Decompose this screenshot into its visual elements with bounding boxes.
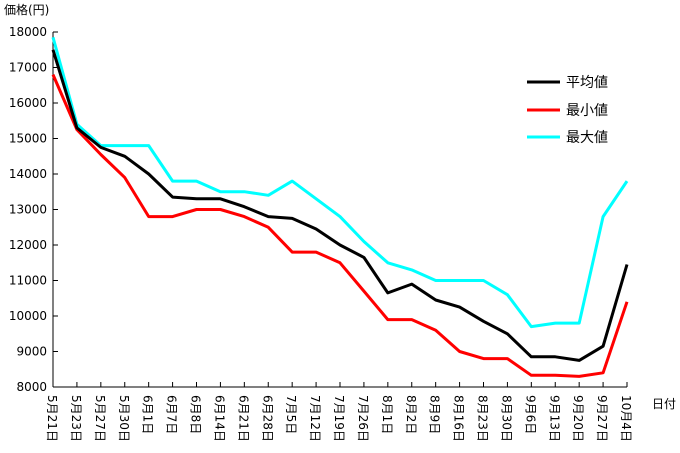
y-tick-label: 12000 [9, 238, 47, 252]
x-tick-label: 8月23日 [476, 395, 490, 442]
x-tick-label: 6月7日 [165, 395, 179, 434]
x-tick-label: 9月13日 [547, 395, 561, 442]
x-axis: 5月21日 5月23日 5月27日 5月30日 6月1日 6月7日 6月8日 6月14日 6月2… [45, 382, 633, 442]
x-tick-label: 8月30日 [499, 395, 513, 442]
legend-label-3: 最大値 [566, 130, 608, 146]
x-tick-label: 6月8日 [189, 395, 203, 434]
y-axis-title: 価格(円) [4, 2, 49, 17]
legend-label-2: 最小値 [566, 103, 608, 119]
series-line-2 [51, 74, 629, 378]
x-tick-label: 7月19日 [332, 395, 346, 442]
y-tick-label: 8000 [16, 380, 47, 394]
x-tick-label: 8月9日 [428, 395, 442, 434]
y-axis: 8000 9000 10000 11000 12000 13000 14000 15000 16… [9, 25, 58, 394]
series-lines [51, 36, 629, 378]
x-tick-label: 7月26日 [356, 395, 370, 442]
y-tick-label: 15000 [9, 132, 47, 146]
x-tick-label: 10月4日 [619, 395, 633, 442]
x-tick-label: 5月23日 [69, 395, 83, 442]
y-tick-label: 18000 [9, 25, 47, 39]
x-tick-label: 8月2日 [404, 395, 418, 434]
y-tick-label: 14000 [9, 167, 47, 181]
series-line-3 [51, 36, 629, 329]
x-tick-label: 7月12日 [308, 395, 322, 442]
x-tick-label: 5月27日 [93, 395, 107, 442]
y-tick-label: 13000 [9, 203, 47, 217]
legend-label-1: 平均値 [566, 75, 608, 91]
x-tick-label: 9月6日 [523, 395, 537, 434]
y-tick-label: 17000 [9, 61, 47, 75]
x-tick-label: 6月21日 [236, 395, 250, 442]
x-tick-label: 6月1日 [141, 395, 155, 434]
x-tick-label: 6月14日 [212, 395, 226, 442]
x-tick-label: 9月20日 [571, 395, 585, 442]
y-tick-label: 10000 [9, 309, 47, 323]
x-tick-label: 5月30日 [117, 395, 131, 442]
y-tick-label: 11000 [9, 274, 47, 288]
x-tick-label: 6月28日 [260, 395, 274, 442]
x-tick-label: 8月16日 [452, 395, 466, 442]
x-tick-label: 7月5日 [284, 395, 298, 434]
x-tick-label: 5月21日 [45, 395, 59, 442]
x-axis-title: 日付 [652, 397, 676, 411]
x-tick-label: 9月27日 [595, 395, 609, 442]
y-tick-label: 16000 [9, 96, 47, 110]
series-line-1 [51, 49, 629, 362]
x-tick-label: 8月1日 [380, 395, 394, 434]
y-tick-label: 9000 [16, 345, 47, 359]
